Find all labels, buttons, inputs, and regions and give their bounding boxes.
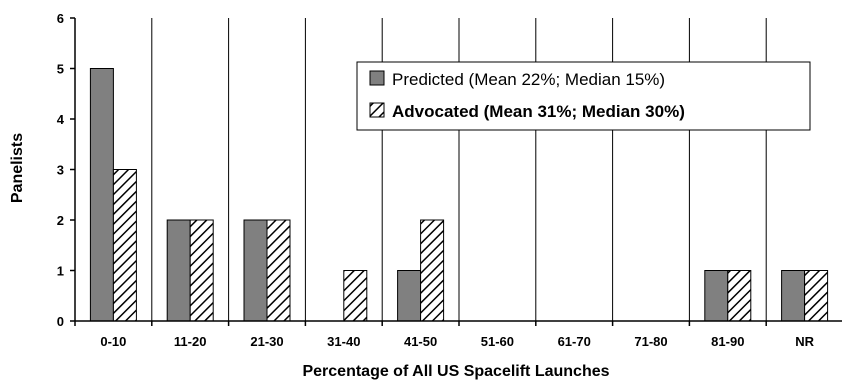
y-tick-label: 6 [57, 11, 64, 26]
bar-predicted [243, 219, 268, 322]
y-tick-label: 0 [57, 314, 64, 329]
bar-advocated [343, 270, 368, 322]
y-tick-label: 2 [57, 213, 64, 228]
bar-predicted [166, 219, 191, 322]
x-tick-label: 51-60 [481, 334, 514, 349]
bar-advocated [112, 169, 137, 322]
x-tick-label: NR [795, 334, 814, 349]
legend-label-advocated: Advocated (Mean 31%; Median 30%) [392, 102, 685, 121]
x-tick-label: 81-90 [711, 334, 744, 349]
legend-swatch-advocated [369, 102, 385, 118]
x-tick-label: 0-10 [100, 334, 126, 349]
bar-predicted [397, 270, 422, 322]
x-tick-label: 61-70 [558, 334, 591, 349]
bar-advocated [804, 270, 829, 322]
bar-advocated [420, 219, 445, 322]
legend: Predicted (Mean 22%; Median 15%) Advocat… [356, 61, 811, 131]
y-axis-title: Panelists [9, 133, 26, 203]
x-tick-label: 41-50 [404, 334, 437, 349]
y-tick-label: 4 [57, 112, 65, 127]
x-tick-label: 31-40 [327, 334, 360, 349]
x-tick-label: 11-20 [174, 334, 207, 349]
bar-advocated [727, 270, 752, 322]
bar-advocated [189, 219, 214, 322]
y-tick-label: 1 [57, 264, 64, 279]
bar-predicted [781, 270, 806, 322]
bar-predicted [89, 68, 114, 322]
x-axis-title: Percentage of All US Spacelift Launches [302, 363, 609, 380]
y-tick-label: 5 [57, 62, 64, 77]
x-tick-label: 71-80 [634, 334, 667, 349]
legend-label-predicted: Predicted (Mean 22%; Median 15%) [392, 70, 665, 89]
y-tick-label: 3 [57, 163, 64, 178]
x-tick-label: 21-30 [250, 334, 283, 349]
bar-advocated [266, 219, 291, 322]
legend-box [356, 61, 811, 131]
legend-swatch-predicted [369, 70, 385, 86]
bar-predicted [704, 270, 729, 322]
